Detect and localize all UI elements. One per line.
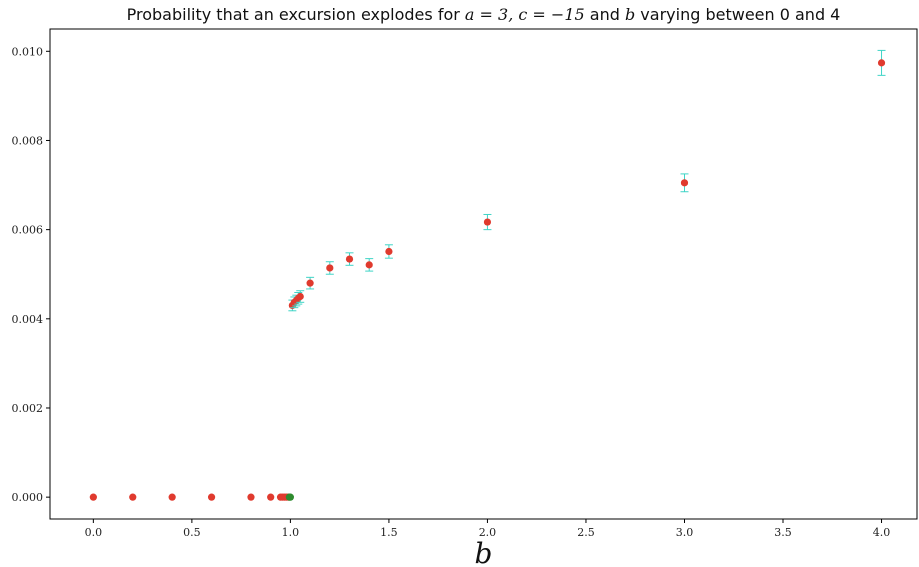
- data-point: [286, 493, 294, 501]
- data-point: [207, 493, 216, 501]
- title-text-part: Probability that an excursion explodes f…: [127, 5, 465, 24]
- data-point: [267, 493, 275, 501]
- data-series: [89, 49, 886, 501]
- data-point: [247, 493, 255, 501]
- title-text-part: varying between 0 and 4: [635, 5, 840, 24]
- title-math-part: b: [625, 5, 635, 24]
- data-point: [365, 261, 373, 269]
- data-point: [129, 493, 137, 501]
- data-series: [285, 493, 294, 501]
- x-tick-label: 0.0: [85, 526, 103, 539]
- data-point: [385, 247, 393, 256]
- plot-area: 0.0 0.5 1.0 1.5 2.0 2.5 3.0 3.5 4.0 0.000 0.002 0.0…: [12, 28, 918, 539]
- y-tick-label: 0.002: [12, 402, 44, 415]
- chart-title: Probability that an excursion explodes f…: [127, 5, 841, 24]
- data-point: [296, 292, 304, 301]
- data-point: [326, 264, 334, 272]
- y-tick-label: 0.008: [12, 134, 44, 147]
- data-point: [345, 255, 354, 263]
- data-point: [168, 493, 176, 501]
- y-tick-label: 0.004: [12, 313, 44, 326]
- x-tick-label: 0.5: [183, 526, 201, 539]
- x-tick-label: 3.5: [774, 526, 792, 539]
- y-tick-label: 0.006: [12, 224, 44, 237]
- data-point: [483, 218, 492, 226]
- data-point: [89, 493, 97, 501]
- data-point: [877, 59, 886, 67]
- x-tick-label: 1.5: [380, 526, 398, 539]
- x-tick-label: 2.0: [479, 526, 497, 539]
- x-tick-label: 3.0: [676, 526, 694, 539]
- x-axis-label: b: [475, 537, 493, 567]
- title-math-part: a = 3, c = −15: [465, 5, 585, 24]
- x-tick-label: 1.0: [282, 526, 300, 539]
- x-tick-label: 2.5: [577, 526, 595, 539]
- axes-frame: [49, 28, 918, 520]
- data-point: [306, 279, 314, 287]
- y-tick-label: 0.010: [12, 45, 44, 58]
- y-tick-label: 0.000: [12, 491, 44, 504]
- data-point: [680, 179, 689, 187]
- title-text-part: and: [585, 5, 625, 24]
- x-tick-label: 4.0: [873, 526, 891, 539]
